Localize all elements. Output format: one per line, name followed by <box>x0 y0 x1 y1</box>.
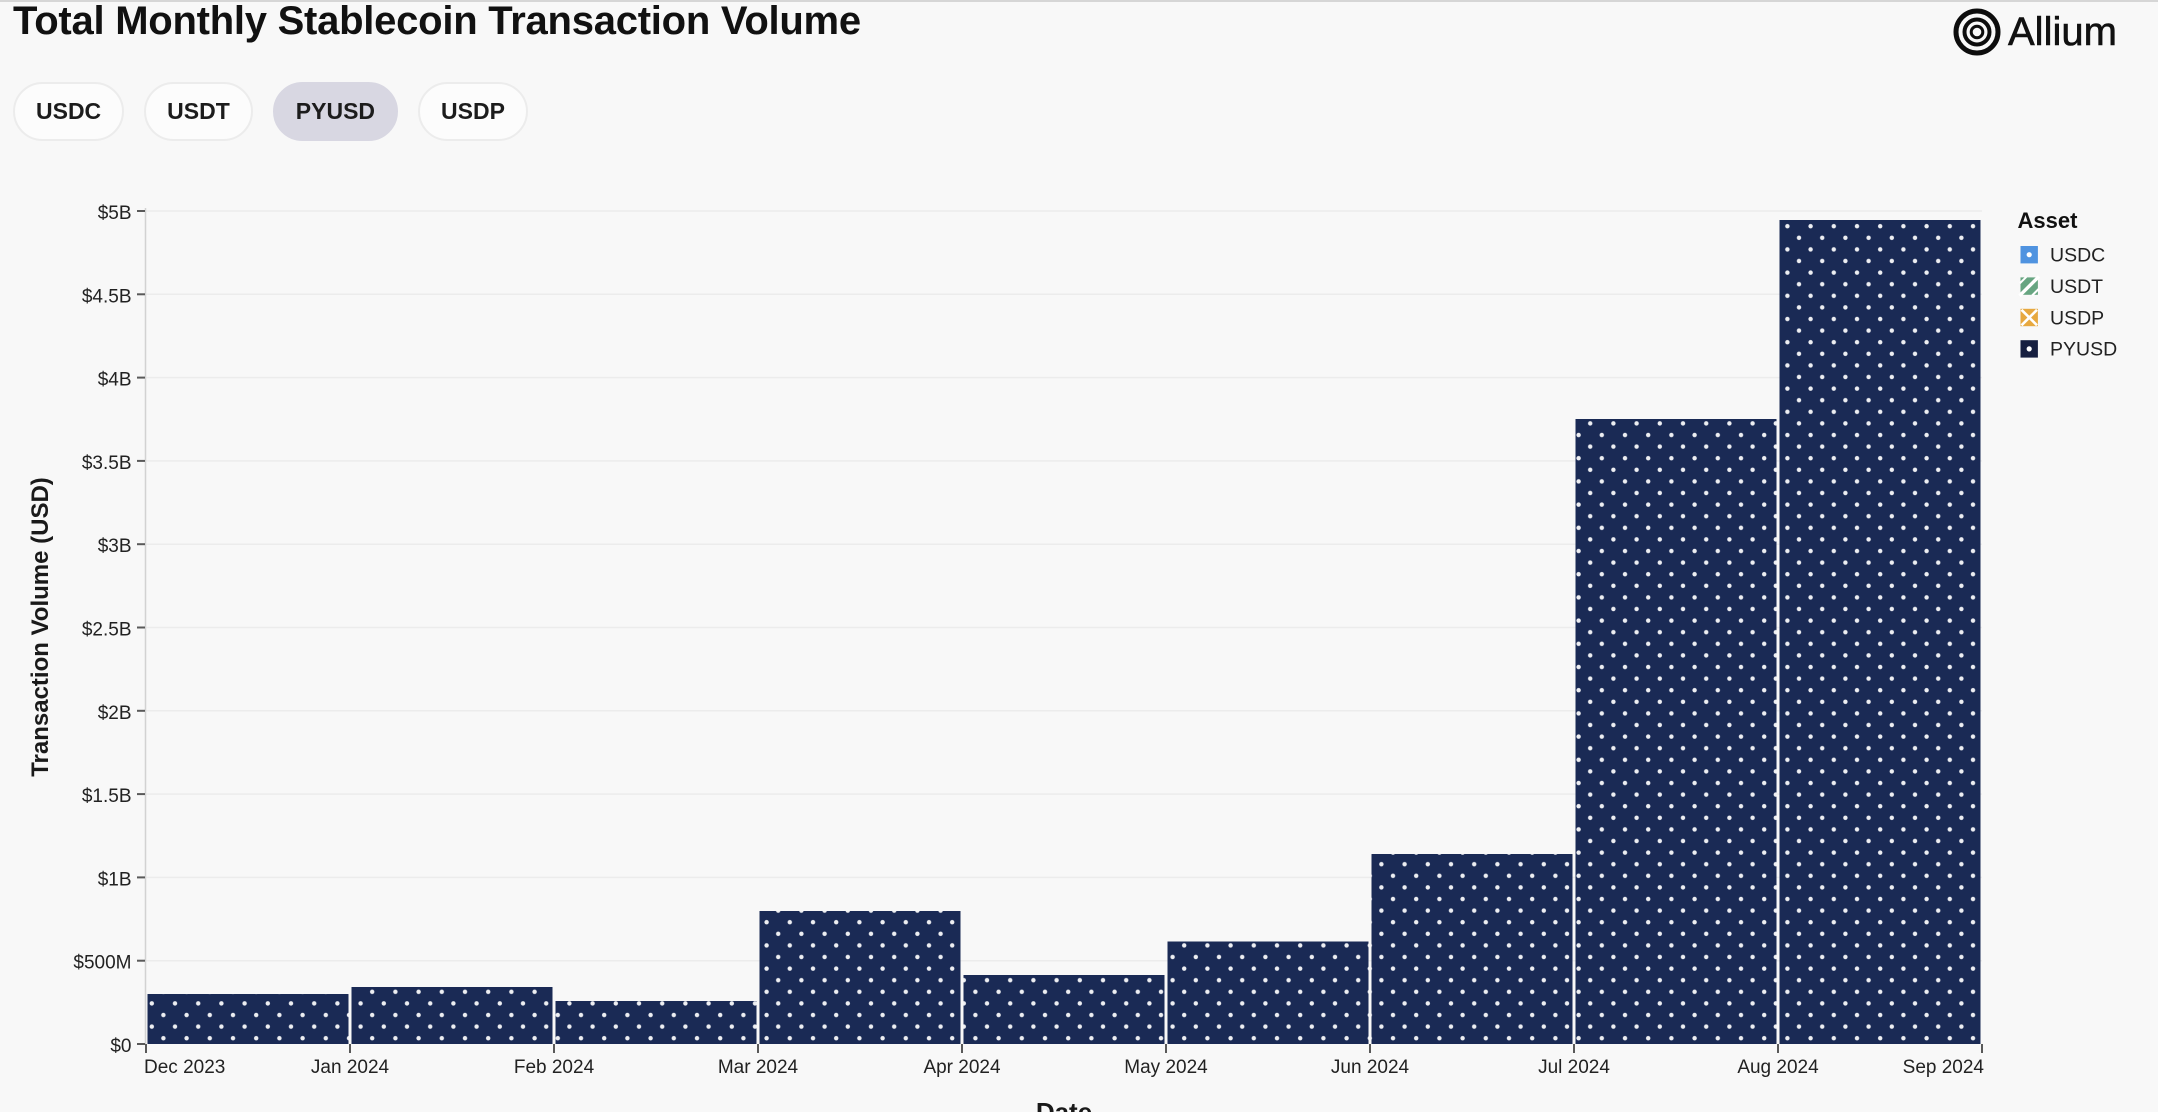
svg-text:Asset: Asset <box>2018 208 2079 233</box>
svg-text:Jan 2024: Jan 2024 <box>311 1057 390 1078</box>
svg-text:Dec 2023: Dec 2023 <box>144 1057 225 1078</box>
svg-text:Transaction Volume (USD): Transaction Volume (USD) <box>27 477 54 777</box>
svg-text:Jun 2024: Jun 2024 <box>1331 1057 1410 1078</box>
svg-text:$4B: $4B <box>98 370 132 391</box>
svg-text:$2.5B: $2.5B <box>82 620 132 641</box>
svg-text:Sep 2024: Sep 2024 <box>1903 1057 1985 1078</box>
svg-text:Mar 2024: Mar 2024 <box>718 1057 799 1078</box>
svg-text:$2B: $2B <box>98 703 132 724</box>
svg-text:Apr 2024: Apr 2024 <box>923 1057 1001 1078</box>
svg-text:$1B: $1B <box>98 869 132 890</box>
svg-text:Feb 2024: Feb 2024 <box>514 1057 595 1078</box>
svg-text:Aug 2024: Aug 2024 <box>1737 1057 1819 1078</box>
svg-text:USDP: USDP <box>2050 307 2104 329</box>
svg-text:PYUSD: PYUSD <box>2050 339 2117 361</box>
svg-text:$3.5B: $3.5B <box>82 453 132 474</box>
svg-text:$0: $0 <box>110 1036 131 1057</box>
svg-text:USDC: USDC <box>2050 245 2105 267</box>
svg-text:$5B: $5B <box>98 203 132 224</box>
svg-text:USDT: USDT <box>2050 276 2103 298</box>
svg-text:Date: Date <box>1036 1097 1092 1112</box>
svg-text:$1.5B: $1.5B <box>82 786 132 807</box>
svg-text:$4.5B: $4.5B <box>82 286 132 307</box>
svg-text:May 2024: May 2024 <box>1124 1057 1208 1078</box>
svg-text:$3B: $3B <box>98 536 132 557</box>
svg-text:Jul 2024: Jul 2024 <box>1538 1057 1610 1078</box>
svg-text:$500M: $500M <box>73 953 131 974</box>
